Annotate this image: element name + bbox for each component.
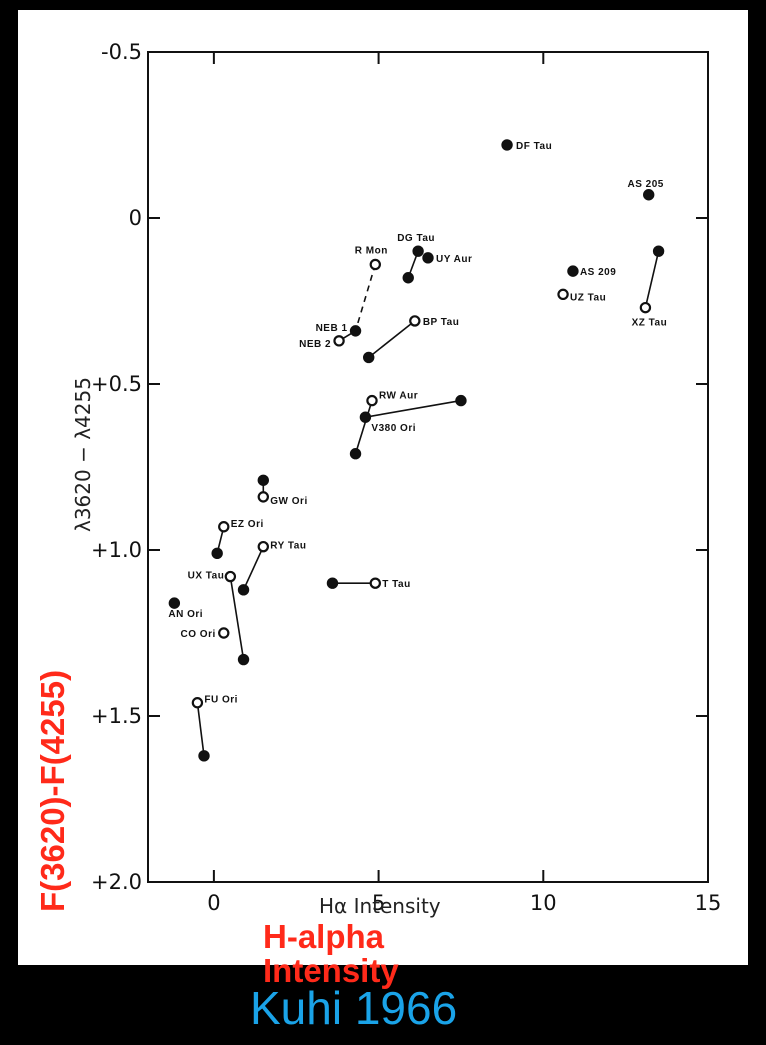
connector-line (368, 320, 416, 359)
y-tick-label: +2.0 (91, 870, 142, 894)
data-point (652, 245, 665, 257)
connector-line (242, 546, 265, 591)
data-point (369, 258, 381, 271)
x-tick-label: 0 (207, 891, 220, 915)
data-point (359, 411, 372, 423)
connector-line (644, 251, 660, 308)
data-point (402, 272, 414, 284)
point-label: RW Aur (379, 391, 418, 402)
data-point (198, 750, 210, 762)
scatter-plot: -0.5 0 +0.5 +1.0 +1.5 +2.0 0 5 10 15 DF Tau AS 205… (71, 40, 722, 918)
data-point (422, 252, 434, 264)
point-label: NEB 2 (299, 339, 331, 350)
x-axis-label: Hα Intensity (319, 894, 441, 918)
data-point (191, 697, 204, 709)
data-point (211, 547, 223, 560)
data-point (224, 570, 237, 583)
point-label: EZ Ori (231, 519, 264, 530)
figure-paper: -0.5 0 +0.5 +1.0 +1.5 +2.0 0 5 10 15 DF Tau AS 205… (18, 10, 748, 965)
data-point (237, 584, 250, 596)
data-point (168, 597, 181, 609)
x-tick-label: 5 (372, 891, 385, 915)
point-label: UX Tau (188, 571, 225, 582)
connector-line (354, 264, 377, 332)
data-point (257, 540, 269, 553)
data-point (257, 491, 269, 503)
point-label: R Mon (355, 245, 388, 256)
point-label: RY Tau (270, 541, 306, 552)
data-point (366, 394, 378, 407)
point-label: BP Tau (423, 317, 460, 328)
connector-line (365, 399, 462, 418)
data-point (369, 577, 381, 589)
y-tick-label: -0.5 (101, 40, 142, 64)
data-point (639, 301, 652, 314)
data-point (501, 139, 513, 151)
data-point (412, 245, 424, 257)
data-point (349, 325, 362, 337)
point-label: CO Ori (181, 629, 216, 640)
point-label: T Tau (382, 579, 410, 590)
data-point (218, 627, 230, 639)
data-point (349, 448, 362, 460)
connector-line (196, 702, 205, 756)
point-label: FU Ori (204, 695, 238, 706)
point-label: XZ Tau (632, 318, 668, 329)
data-point (333, 335, 345, 347)
y-tick-label: 0 (129, 206, 142, 230)
point-label: UY Aur (436, 254, 472, 265)
overlay-y-label: F(3620)-F(4255) (34, 669, 71, 912)
data-point (567, 265, 579, 277)
data-point (237, 653, 250, 666)
data-point (326, 577, 339, 589)
data-point (218, 521, 230, 533)
y-axis-label: λ3620 − λ4255 (71, 377, 95, 532)
plot-frame (147, 51, 709, 883)
y-tick-label: +1.5 (91, 704, 142, 728)
overlay-x-label: H-alpha Intensity (263, 918, 399, 989)
data-point (455, 394, 467, 407)
connector-line (229, 576, 245, 660)
x-tick-label: 10 (530, 891, 557, 915)
point-label: AN Ori (168, 609, 203, 620)
x-tick-label: 15 (695, 891, 722, 915)
y-tick-label: +1.0 (91, 538, 142, 562)
point-label: UZ Tau (570, 292, 606, 303)
data-point (557, 288, 569, 301)
point-label: NEB 1 (316, 323, 348, 334)
data-point (643, 189, 655, 201)
credit-citation: Kuhi 1966 (250, 982, 458, 1034)
point-label: AS 205 (628, 179, 664, 190)
point-label: DG Tau (397, 233, 435, 244)
data-point (363, 351, 375, 364)
point-label: V380 Ori (371, 423, 416, 434)
data-point (409, 315, 421, 327)
connector-line (354, 400, 373, 454)
point-label: GW Ori (270, 496, 307, 507)
data-point (257, 474, 269, 486)
point-label: DF Tau (516, 141, 552, 152)
point-label: AS 209 (580, 267, 616, 278)
y-tick-label: +0.5 (91, 372, 142, 396)
